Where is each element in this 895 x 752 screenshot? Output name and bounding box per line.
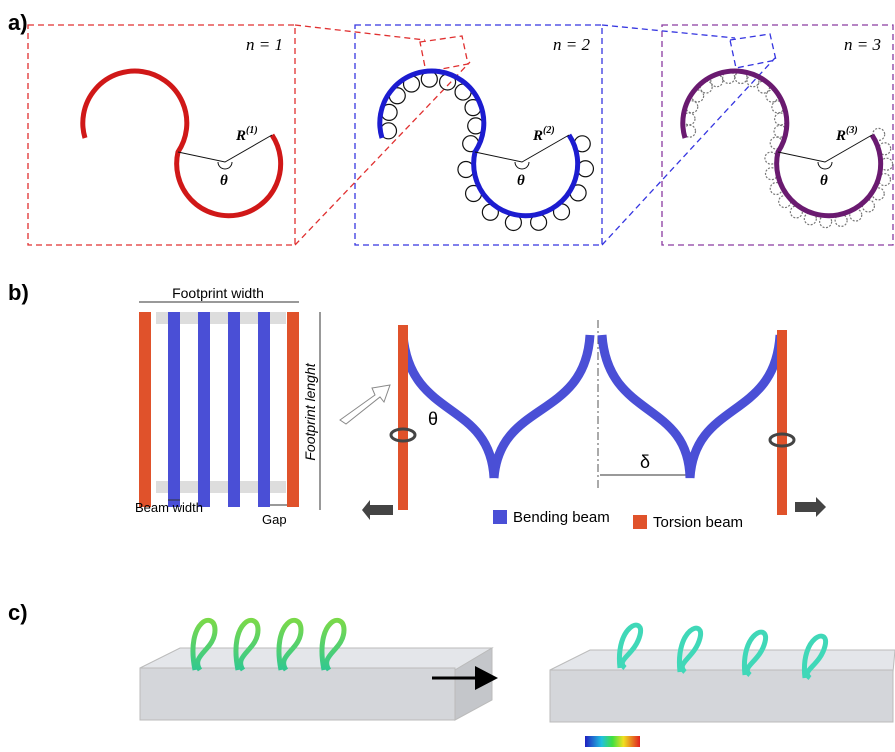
legend: Bending beam Torsion beam (493, 509, 743, 531)
frames (28, 25, 893, 245)
curve (83, 71, 281, 216)
angle-label: θ (220, 173, 228, 189)
order-label: n = 3 (844, 35, 881, 54)
radius-index: (2) (543, 125, 555, 136)
curves: θR(1)θR(2)θR(3) (83, 71, 893, 230)
curve (683, 71, 881, 216)
radius-index: (3) (846, 125, 858, 136)
dim-label: Footprint lenght (302, 362, 318, 460)
panel-label: c) (8, 600, 28, 625)
radius-symbol: R (835, 128, 846, 144)
radius-label: R(2) (532, 125, 555, 144)
radius-index: (1) (246, 125, 258, 136)
radius-symbol: R (532, 128, 543, 144)
legend-label: Bending beam (513, 509, 610, 526)
footprint (139, 302, 390, 510)
angle-label: θ (428, 409, 438, 429)
dim-label: Footprint width (172, 285, 264, 301)
panel-label: a) (8, 10, 28, 35)
radius-symbol: R (235, 128, 246, 144)
angle-arc (818, 162, 832, 169)
radius-label: R(1) (235, 125, 258, 144)
panel-label: b) (8, 280, 29, 305)
radius-lines (475, 135, 569, 162)
radius-lines (778, 135, 872, 162)
figure: a) b) c) θR(1)θR(2)θR(3) Footprint width… (0, 0, 895, 747)
order-label: n = 2 (553, 35, 590, 54)
radius-label: R(3) (835, 125, 858, 144)
subpanel: θ R(1) (83, 71, 281, 216)
subpanel: θ R(2) (380, 71, 594, 230)
order-label: n = 1 (246, 35, 283, 54)
radius-lines (178, 135, 272, 162)
curve (380, 71, 578, 216)
simulation (140, 620, 895, 747)
angle-label: θ (820, 173, 828, 189)
legend-swatch (633, 515, 647, 529)
dim-label: Gap (262, 512, 287, 527)
angle-label: θ (517, 173, 525, 189)
angle-arc (515, 162, 529, 169)
displacement-label: δ (640, 452, 650, 472)
subpanel: θ R(3) (683, 71, 893, 228)
legend-label: Torsion beam (653, 514, 743, 531)
dim-label: Beam width (135, 500, 203, 515)
angle-arc (218, 162, 232, 169)
legend-swatch (493, 510, 507, 524)
